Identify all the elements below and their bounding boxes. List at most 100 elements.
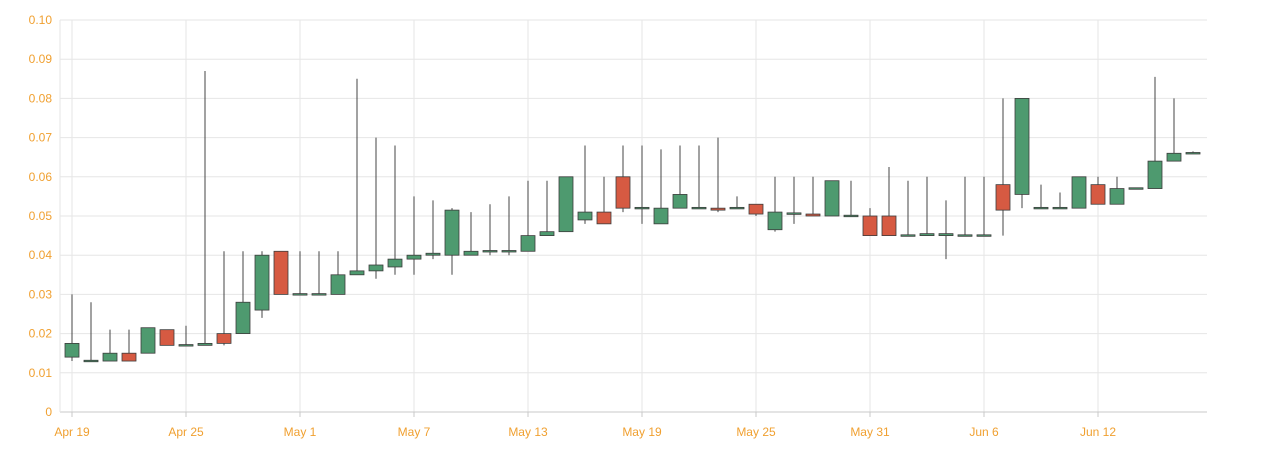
candle-body-up — [235, 301, 251, 334]
candle-body-down — [748, 203, 764, 215]
candle — [900, 180, 916, 237]
candle — [710, 137, 726, 213]
candle — [767, 176, 783, 232]
candle — [1071, 176, 1087, 209]
candle-body-up — [425, 252, 441, 256]
y-tick-label: 0.07 — [29, 131, 53, 145]
candle-body-up — [843, 214, 859, 218]
candle-body-up — [539, 231, 555, 236]
candle-body-down — [1090, 184, 1106, 205]
candle — [254, 251, 270, 318]
candle-body-up — [311, 293, 327, 296]
candle-body-down — [596, 211, 612, 225]
axis-layer — [59, 20, 1207, 417]
x-tick-label: May 13 — [508, 425, 548, 439]
candle-body-up — [1014, 98, 1030, 195]
candle — [197, 70, 213, 346]
candle — [957, 176, 973, 237]
candle — [425, 200, 441, 260]
candle-body-up — [463, 250, 479, 256]
candle-body-up — [520, 235, 536, 252]
candle — [748, 203, 764, 216]
candle-body-up — [957, 234, 973, 237]
candle-body-up — [1109, 188, 1125, 205]
candle — [387, 145, 403, 275]
candle — [1109, 176, 1125, 205]
x-tick-label: Apr 25 — [168, 425, 204, 439]
candle-layer — [64, 70, 1201, 363]
candle-body-up — [577, 211, 593, 221]
candle — [140, 327, 156, 354]
candle-body-up — [178, 344, 194, 347]
candle-body-up — [672, 194, 688, 209]
candle — [292, 251, 308, 296]
candle-body-up — [634, 206, 650, 210]
candle-body-up — [1052, 206, 1068, 210]
candle — [520, 180, 536, 252]
candle-body-up — [83, 359, 99, 363]
candle — [159, 329, 175, 346]
candle-body-up — [102, 352, 118, 362]
candle-body-up — [501, 250, 517, 253]
candle — [1033, 184, 1049, 210]
candle-body-up — [558, 176, 574, 233]
candle — [1052, 192, 1068, 210]
y-tick-label: 0.06 — [29, 170, 53, 184]
candle-body-down — [862, 215, 878, 237]
candle — [558, 176, 574, 233]
candle-body-up — [197, 342, 213, 346]
candle — [83, 302, 99, 363]
x-tick-label: May 1 — [284, 425, 317, 439]
x-tick-label: May 19 — [622, 425, 662, 439]
candle-body-up — [1071, 176, 1087, 209]
candle — [330, 251, 346, 295]
y-tick-label: 0.02 — [29, 327, 53, 341]
candle-body-up — [729, 206, 745, 210]
y-tick-label: 0.04 — [29, 248, 53, 262]
candle — [1166, 98, 1182, 162]
candle-body-up — [938, 233, 954, 236]
x-tick-label: Apr 19 — [54, 425, 90, 439]
candle — [216, 251, 232, 346]
candle — [368, 137, 384, 279]
candle — [444, 208, 460, 275]
candle-body-up — [406, 254, 422, 260]
x-tick-label: May 31 — [850, 425, 890, 439]
candle — [102, 329, 118, 362]
candle-body-up — [786, 212, 802, 215]
candle-body-up — [976, 234, 992, 237]
candle — [729, 196, 745, 210]
candle-body-up — [691, 206, 707, 210]
candle-body-up — [349, 270, 365, 276]
candle-body-up — [330, 274, 346, 295]
candle — [349, 78, 365, 276]
candle-body-up — [387, 258, 403, 268]
candle — [482, 204, 498, 256]
candle — [691, 145, 707, 210]
candle — [862, 208, 878, 237]
candle — [653, 149, 669, 225]
candle-body-up — [292, 293, 308, 296]
y-tick-label: 0.01 — [29, 366, 53, 380]
candle-body-down — [710, 207, 726, 211]
x-tick-label: Jun 6 — [969, 425, 999, 439]
candle — [406, 196, 422, 275]
candle-body-up — [368, 264, 384, 272]
candle-body-up — [444, 209, 460, 256]
y-tick-label: 0.08 — [29, 91, 53, 105]
candle — [1185, 151, 1201, 155]
candle — [121, 329, 137, 362]
candle — [919, 176, 935, 236]
candle — [672, 145, 688, 209]
candle — [273, 250, 289, 295]
candle — [938, 200, 954, 260]
candle-body-down — [615, 176, 631, 209]
candle-body-up — [254, 254, 270, 311]
candle-body-up — [64, 342, 80, 358]
candle-body-up — [653, 207, 669, 225]
candle — [501, 196, 517, 256]
candle — [1147, 76, 1163, 189]
candle — [577, 145, 593, 224]
